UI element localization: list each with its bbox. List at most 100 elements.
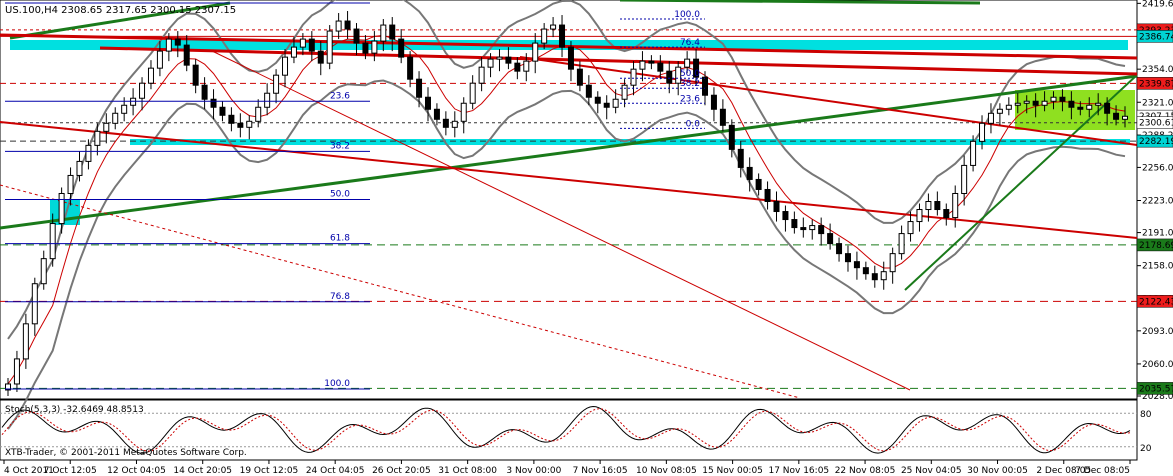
candle-body	[371, 40, 378, 54]
candle-body	[737, 148, 744, 168]
candle-body	[702, 76, 709, 96]
red-channel-line	[209, 49, 911, 391]
fib-left-label: 61.8	[330, 234, 350, 244]
price-marker-label: 2386.74	[1139, 32, 1173, 42]
red-trendline-mid	[99, 46, 1138, 76]
candle-body	[773, 201, 780, 213]
chart-header: US.100,H4 2308.65 2317.65 2300.15 2307.1…	[5, 5, 236, 16]
stoch-plot-frame	[0, 399, 1138, 461]
price-tick-label: 2060.00	[1142, 360, 1173, 370]
candle-body	[94, 130, 101, 146]
price-tick-label: 2354.00	[1142, 65, 1173, 75]
time-tick-label: 3 Nov 00:00	[506, 466, 561, 476]
candle-body	[299, 38, 306, 48]
candle-body	[219, 106, 226, 116]
candle-body	[201, 84, 208, 100]
candle-body	[621, 84, 628, 100]
candle-body	[934, 201, 941, 211]
candle-body	[684, 58, 691, 68]
candle-body	[76, 160, 83, 176]
time-tick-label: 26 Oct 20:05	[372, 466, 431, 476]
price-tick-label: 2419.65	[1142, 0, 1173, 9]
fib-left-label: 38.2	[330, 141, 350, 151]
time-tick-label: 7 Dec 08:05	[1075, 466, 1130, 476]
red-trendline-4	[519, 56, 1138, 146]
time-tick-label: 12 Oct 04:05	[107, 466, 166, 476]
main-plot-frame	[0, 0, 1138, 400]
candle-body	[800, 227, 807, 231]
candle-body	[130, 97, 137, 106]
candle-body	[389, 24, 396, 40]
candle-body	[469, 82, 476, 104]
candle-body	[943, 209, 950, 219]
fib-left-label: 100.0	[324, 379, 350, 389]
candle-body	[58, 192, 65, 225]
price-tick-label: 2093.00	[1142, 327, 1173, 337]
candle-body	[853, 261, 860, 269]
candle-body	[290, 46, 297, 58]
time-tick-label: 19 Oct 12:05	[240, 466, 299, 476]
candle-body	[49, 223, 56, 260]
candle-body	[746, 166, 753, 180]
candle-body	[317, 50, 324, 64]
candle-body	[112, 112, 119, 124]
price-marker-label: 2282.19	[1139, 137, 1173, 147]
candle-body	[1014, 102, 1021, 106]
green-trendline-top-2	[619, 0, 981, 5]
green-trendline-top	[9, 1, 231, 40]
candle-body	[5, 383, 11, 391]
candle-body	[407, 56, 414, 80]
candle-body	[603, 102, 610, 108]
price-tick-label: 2028.00	[1142, 392, 1173, 402]
price-tick-label: 2321.00	[1142, 98, 1173, 108]
price-marker-box	[1136, 382, 1173, 395]
candle-body	[961, 164, 968, 194]
candle-body	[308, 38, 315, 52]
candle-body	[147, 67, 154, 84]
candle-body	[657, 62, 664, 72]
candle-body	[326, 30, 333, 64]
candle-body	[1068, 100, 1075, 108]
candle-body	[818, 225, 825, 235]
candles-layer	[5, 11, 1128, 396]
time-tick-label: 30 Nov 00:05	[967, 466, 1028, 476]
stoch-level-label: 20	[1140, 444, 1152, 454]
candle-body	[1041, 100, 1048, 106]
candle-body	[121, 104, 128, 114]
candle-body	[514, 62, 521, 72]
candle-body	[442, 118, 449, 128]
time-tick-label: 4 Oct 2011	[4, 466, 54, 476]
candle-body	[380, 24, 387, 42]
time-tick-label: 7 Oct 12:05	[44, 466, 97, 476]
candle-body	[353, 28, 360, 44]
candle-body	[1077, 106, 1084, 110]
price-marker-label: 2339.87	[1139, 79, 1173, 89]
candle-body	[728, 124, 735, 150]
candle-body	[987, 112, 994, 124]
candle-body	[862, 267, 869, 275]
copyright-text: XTB-Trader, © 2001-2011 MetaQuotes Softw…	[5, 448, 247, 458]
candle-body	[916, 209, 923, 223]
time-tick-label: 7 Nov 16:05	[573, 466, 628, 476]
red-trendline-lower	[0, 121, 1138, 239]
candle-body	[335, 20, 342, 32]
candle-body	[496, 56, 503, 60]
candle-body	[791, 219, 798, 229]
candle-body	[567, 46, 574, 70]
candle-body	[460, 102, 467, 122]
candle-body	[710, 94, 717, 110]
fib-left-label: 23.6	[330, 91, 350, 101]
candle-body	[344, 20, 351, 30]
candle-body	[719, 108, 726, 126]
candle-body	[228, 114, 235, 124]
candle-body	[85, 144, 92, 162]
price-marker-box	[1136, 134, 1173, 148]
candle-body	[576, 68, 583, 86]
candle-body	[827, 233, 834, 245]
price-tick-label: 2223.00	[1142, 197, 1173, 207]
candle-body	[31, 283, 38, 325]
candle-body	[907, 221, 914, 235]
candle-body	[970, 140, 977, 166]
